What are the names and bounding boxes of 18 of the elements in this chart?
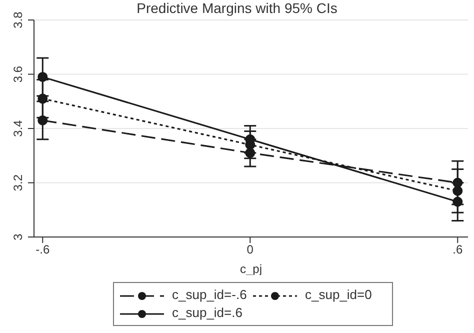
chart-title: Predictive Margins with 95% CIs (136, 0, 338, 16)
point (452, 186, 463, 196)
point (38, 115, 48, 126)
point (245, 148, 256, 158)
legend-label: c_sup_id=0 (304, 286, 373, 304)
point (452, 196, 463, 207)
y-tick-label: 3.4 (11, 120, 25, 137)
legend-label: c_sup_id=-.6 (171, 286, 248, 304)
point (38, 72, 48, 82)
point (38, 94, 48, 104)
y-tick-label: 3.2 (11, 174, 25, 192)
x-tick-label: 0 (246, 242, 254, 257)
y-tick-label: 3 (11, 233, 25, 240)
legend-label: c_sup_id=.6 (171, 304, 244, 322)
x-tick-label: -.6 (36, 242, 50, 257)
x-tick-label: .6 (452, 242, 463, 257)
y-tick-label: 3.8 (11, 11, 25, 28)
y-tick-label: 3.6 (11, 66, 25, 83)
